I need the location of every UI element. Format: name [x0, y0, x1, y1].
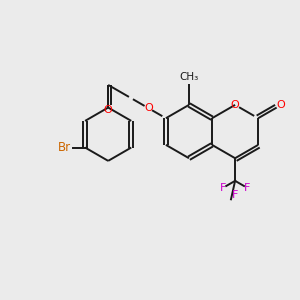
- Text: O: O: [277, 100, 286, 110]
- Text: F: F: [244, 183, 251, 193]
- Text: F: F: [220, 183, 226, 193]
- Text: O: O: [231, 100, 239, 110]
- Text: O: O: [104, 105, 112, 115]
- Text: F: F: [232, 190, 238, 200]
- Text: Br: Br: [58, 141, 71, 154]
- Text: O: O: [144, 103, 153, 113]
- Text: CH₃: CH₃: [179, 72, 199, 82]
